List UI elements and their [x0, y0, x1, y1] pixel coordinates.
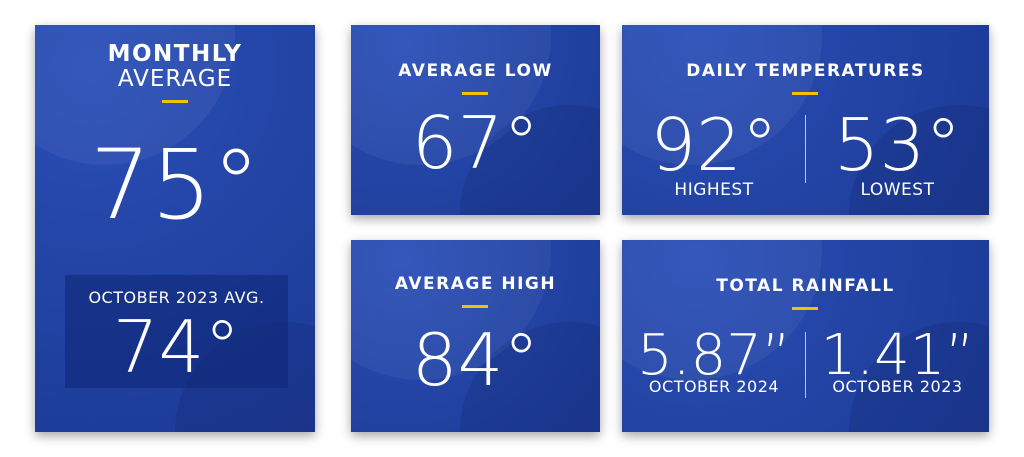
big-value: 53° [833, 103, 962, 187]
accent-dash [792, 92, 818, 95]
accent-dash [462, 305, 488, 308]
daily-temperatures-card: DAILY TEMPERATURES 92° HIGHEST 53° LOWES… [622, 25, 989, 215]
average-high-card: AVERAGE HIGH 84° [351, 240, 600, 432]
monthly-card: MONTHLY AVERAGE 75° OCTOBER 2023 AVG. 74… [35, 25, 315, 432]
value-caption: OCTOBER 2023 [832, 377, 963, 396]
divider [805, 332, 806, 398]
value-caption: HIGHEST [674, 180, 754, 200]
accent-dash [462, 92, 488, 95]
big-value: 5.87” [637, 323, 791, 388]
card-title: TOTAL RAINFALL [716, 276, 895, 296]
big-value: 75° [89, 129, 261, 241]
comparison-value: 74° [112, 305, 241, 389]
card-title: AVERAGE LOW [398, 61, 553, 81]
big-value: 84° [411, 318, 540, 402]
comparison-label: OCTOBER 2023 AVG. [88, 288, 265, 307]
card-title: MONTHLY [107, 41, 243, 67]
big-value: 1.41” [820, 323, 975, 388]
card-subtitle: AVERAGE [117, 66, 233, 92]
card-title: DAILY TEMPERATURES [686, 61, 925, 81]
comparison-box: OCTOBER 2023 AVG. 74° [65, 275, 288, 388]
total-rainfall-card: TOTAL RAINFALL 5.87” OCTOBER 2024 1.41” … [622, 240, 989, 432]
big-value: 67° [411, 101, 540, 185]
accent-dash [792, 307, 818, 310]
divider [805, 115, 806, 183]
big-value: 92° [650, 103, 778, 187]
average-low-card: AVERAGE LOW 67° [351, 25, 600, 215]
value-caption: LOWEST [860, 180, 935, 200]
accent-dash [162, 100, 188, 103]
value-caption: OCTOBER 2024 [648, 377, 780, 396]
card-title: AVERAGE HIGH [394, 274, 557, 294]
